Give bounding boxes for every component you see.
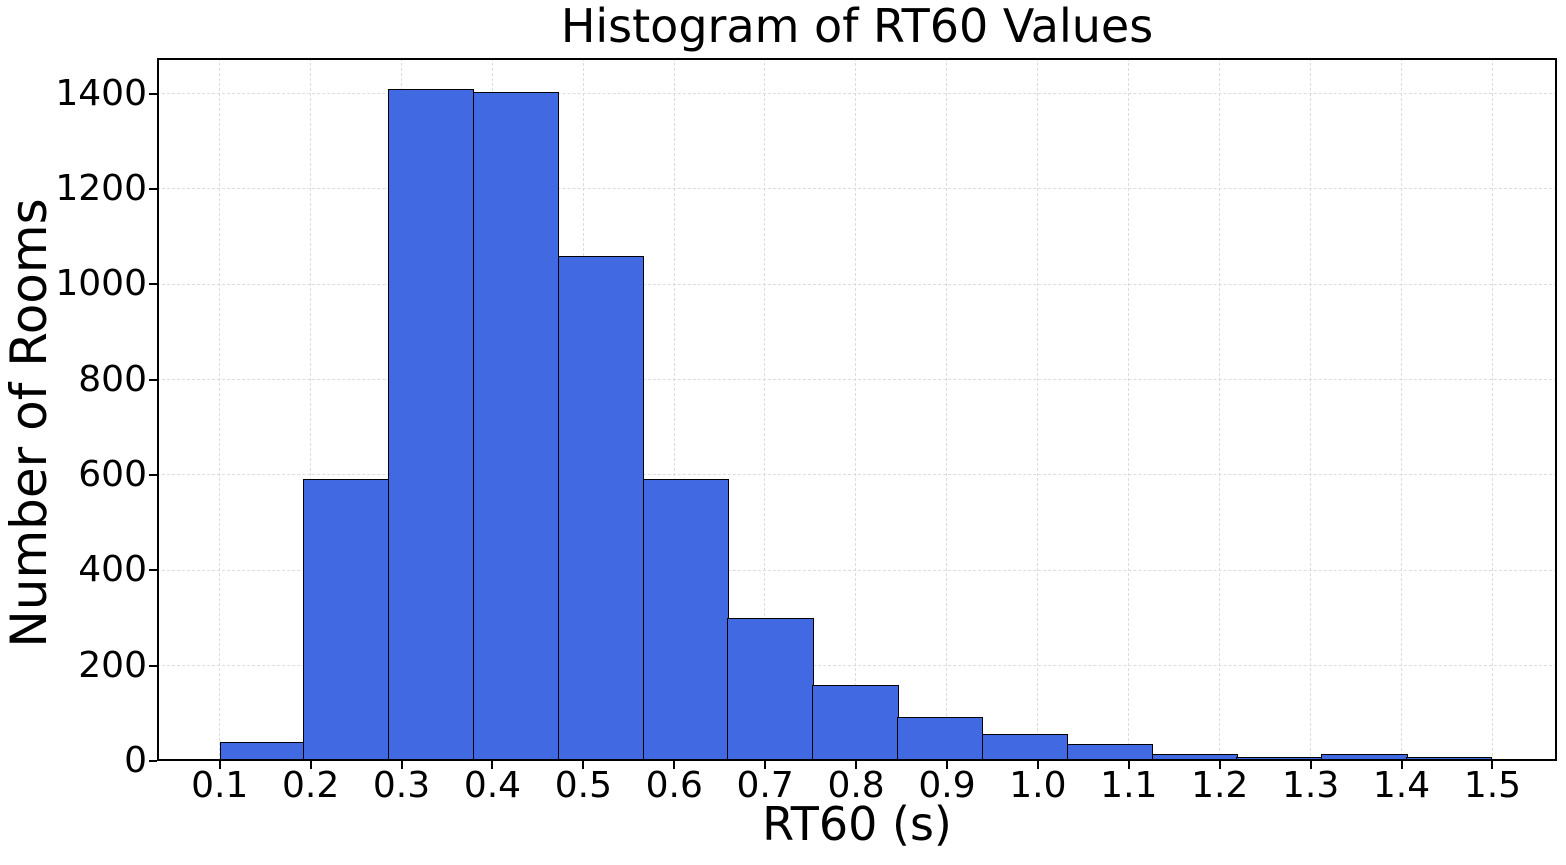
x-gridline (309, 58, 311, 761)
y-tick-mark (149, 92, 157, 95)
x-tick-label: 0.6 (645, 765, 703, 806)
x-gridline (1128, 58, 1130, 761)
y-tick-label: 200 (78, 644, 147, 686)
histogram-bar (472, 92, 560, 761)
x-tick-mark (946, 761, 948, 769)
x-tick-mark (1491, 761, 1494, 769)
x-tick-label: 1.0 (1009, 765, 1067, 806)
histogram-bar (219, 741, 305, 761)
x-tick-label: 0.2 (281, 765, 340, 806)
x-gridline (218, 58, 220, 761)
histogram-bar (981, 733, 1069, 761)
x-gridline (1491, 58, 1493, 761)
y-gridline (157, 474, 1557, 476)
x-gridline (1309, 58, 1311, 761)
y-tick-label: 1000 (55, 263, 147, 305)
x-tick-label: 1.2 (1191, 765, 1249, 806)
x-tick-mark (218, 761, 221, 769)
histogram-bar (642, 478, 729, 761)
x-gridline (673, 58, 675, 761)
y-tick-mark (149, 569, 157, 572)
histogram-bar (897, 717, 984, 761)
y-tick-mark (149, 188, 157, 191)
y-tick-label: 800 (78, 358, 147, 400)
x-tick-label: 1.3 (1281, 765, 1340, 806)
x-tick-label: 1.1 (1100, 765, 1158, 806)
y-gridline (157, 188, 1557, 190)
x-tick-label: 0.1 (191, 765, 249, 806)
y-tick-label: 0 (124, 740, 147, 781)
y-tick-mark (149, 664, 157, 667)
x-gridline (855, 58, 857, 761)
x-tick-label: 1.4 (1372, 765, 1431, 806)
x-gridline (946, 58, 948, 761)
x-tick-mark (1036, 761, 1039, 769)
y-tick-mark (149, 760, 157, 762)
x-tick-label: 0.5 (554, 765, 612, 806)
x-tick-label: 0.3 (372, 765, 431, 806)
x-tick-label: 0.7 (736, 765, 794, 806)
x-tick-mark (582, 761, 585, 769)
histogram-bar (303, 478, 390, 761)
x-tick-label: 0.8 (827, 765, 885, 806)
y-tick-mark (149, 378, 157, 381)
y-gridline (157, 569, 1557, 571)
x-tick-label: 0.9 (918, 765, 976, 806)
x-tick-mark (673, 761, 676, 769)
x-tick-label: 0.4 (463, 765, 522, 806)
histogram-bar (1066, 744, 1154, 761)
x-tick-mark (1309, 761, 1312, 769)
x-gridline (1037, 58, 1039, 761)
x-tick-label: 1.5 (1463, 765, 1522, 806)
x-gridline (1400, 58, 1402, 761)
y-gridline (157, 378, 1557, 380)
y-tick-label: 400 (78, 549, 147, 591)
x-tick-mark (1400, 761, 1403, 769)
y-gridline (157, 92, 1557, 94)
plot-area (157, 58, 1557, 761)
histogram-bar (1406, 756, 1493, 761)
histogram-bar (812, 684, 899, 761)
x-tick-mark (1127, 761, 1130, 769)
y-gridline (157, 664, 1557, 666)
y-tick-mark (149, 474, 157, 477)
x-tick-mark (855, 761, 858, 769)
histogram-bar (557, 255, 644, 761)
x-tick-mark (309, 761, 312, 769)
x-tick-mark (1218, 761, 1221, 769)
histogram-bar (1321, 754, 1408, 761)
x-tick-mark (491, 761, 494, 769)
y-tick-label: 600 (78, 454, 147, 496)
x-gridline (1218, 58, 1220, 761)
y-tick-mark (149, 283, 157, 286)
x-tick-mark (400, 761, 403, 769)
chart-title: Histogram of RT60 Values (560, 0, 1154, 53)
x-gridline (764, 58, 766, 761)
histogram-bar (727, 617, 814, 761)
histogram-bar (387, 88, 475, 761)
y-tick-label: 1400 (55, 72, 147, 114)
y-tick-label: 1200 (55, 168, 147, 210)
y-gridline (157, 283, 1557, 285)
x-axis-label: RT60 (s) (762, 797, 952, 851)
histogram-bar (1151, 753, 1238, 761)
x-tick-mark (764, 761, 767, 769)
